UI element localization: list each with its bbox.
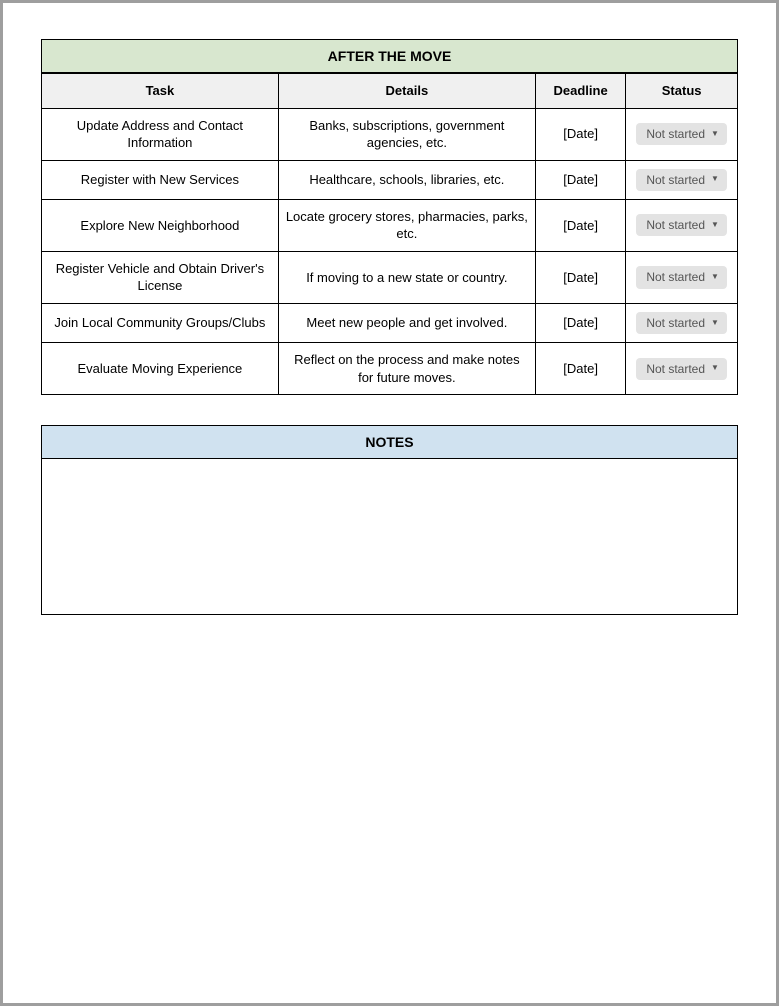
cell-details: Locate grocery stores, pharmacies, parks… — [278, 199, 535, 251]
table-row: Explore New Neighborhood Locate grocery … — [42, 199, 737, 251]
cell-deadline: [Date] — [535, 160, 625, 199]
cell-task: Explore New Neighborhood — [42, 199, 278, 251]
status-dropdown[interactable]: Not started ▼ — [636, 169, 727, 191]
chevron-down-icon: ▼ — [711, 318, 719, 329]
col-header-task: Task — [42, 74, 278, 109]
after-move-title: AFTER THE MOVE — [42, 40, 737, 73]
status-dropdown[interactable]: Not started ▼ — [636, 214, 727, 236]
cell-status: Not started ▼ — [626, 343, 737, 395]
status-dropdown[interactable]: Not started ▼ — [636, 266, 727, 288]
cell-details: Meet new people and get involved. — [278, 304, 535, 343]
status-dropdown[interactable]: Not started ▼ — [636, 123, 727, 145]
status-label: Not started — [646, 361, 705, 377]
after-move-table: Task Details Deadline Status Update Addr… — [42, 73, 737, 394]
cell-task: Register Vehicle and Obtain Driver's Lic… — [42, 251, 278, 303]
table-row: Evaluate Moving Experience Reflect on th… — [42, 343, 737, 395]
chevron-down-icon: ▼ — [711, 363, 719, 374]
cell-details: Healthcare, schools, libraries, etc. — [278, 160, 535, 199]
status-dropdown[interactable]: Not started ▼ — [636, 358, 727, 380]
status-label: Not started — [646, 172, 705, 188]
status-label: Not started — [646, 126, 705, 142]
cell-task: Register with New Services — [42, 160, 278, 199]
status-dropdown[interactable]: Not started ▼ — [636, 312, 727, 334]
status-label: Not started — [646, 269, 705, 285]
cell-deadline: [Date] — [535, 199, 625, 251]
cell-status: Not started ▼ — [626, 199, 737, 251]
cell-deadline: [Date] — [535, 304, 625, 343]
table-row: Update Address and Contact Information B… — [42, 108, 737, 160]
chevron-down-icon: ▼ — [711, 174, 719, 185]
after-move-section: AFTER THE MOVE Task Details Deadline Sta… — [41, 39, 738, 395]
cell-details: Reflect on the process and make notes fo… — [278, 343, 535, 395]
table-row: Register Vehicle and Obtain Driver's Lic… — [42, 251, 737, 303]
status-label: Not started — [646, 315, 705, 331]
cell-deadline: [Date] — [535, 251, 625, 303]
cell-task: Join Local Community Groups/Clubs — [42, 304, 278, 343]
col-header-deadline: Deadline — [535, 74, 625, 109]
cell-status: Not started ▼ — [626, 304, 737, 343]
table-header-row: Task Details Deadline Status — [42, 74, 737, 109]
cell-deadline: [Date] — [535, 343, 625, 395]
cell-details: Banks, subscriptions, government agencie… — [278, 108, 535, 160]
table-row: Join Local Community Groups/Clubs Meet n… — [42, 304, 737, 343]
chevron-down-icon: ▼ — [711, 272, 719, 283]
cell-status: Not started ▼ — [626, 108, 737, 160]
cell-deadline: [Date] — [535, 108, 625, 160]
cell-task: Evaluate Moving Experience — [42, 343, 278, 395]
notes-title: NOTES — [42, 426, 737, 459]
cell-status: Not started ▼ — [626, 251, 737, 303]
cell-task: Update Address and Contact Information — [42, 108, 278, 160]
chevron-down-icon: ▼ — [711, 129, 719, 140]
cell-details: If moving to a new state or country. — [278, 251, 535, 303]
col-header-details: Details — [278, 74, 535, 109]
table-row: Register with New Services Healthcare, s… — [42, 160, 737, 199]
col-header-status: Status — [626, 74, 737, 109]
chevron-down-icon: ▼ — [711, 220, 719, 231]
notes-body[interactable] — [42, 459, 737, 614]
status-label: Not started — [646, 217, 705, 233]
cell-status: Not started ▼ — [626, 160, 737, 199]
notes-section: NOTES — [41, 425, 738, 615]
